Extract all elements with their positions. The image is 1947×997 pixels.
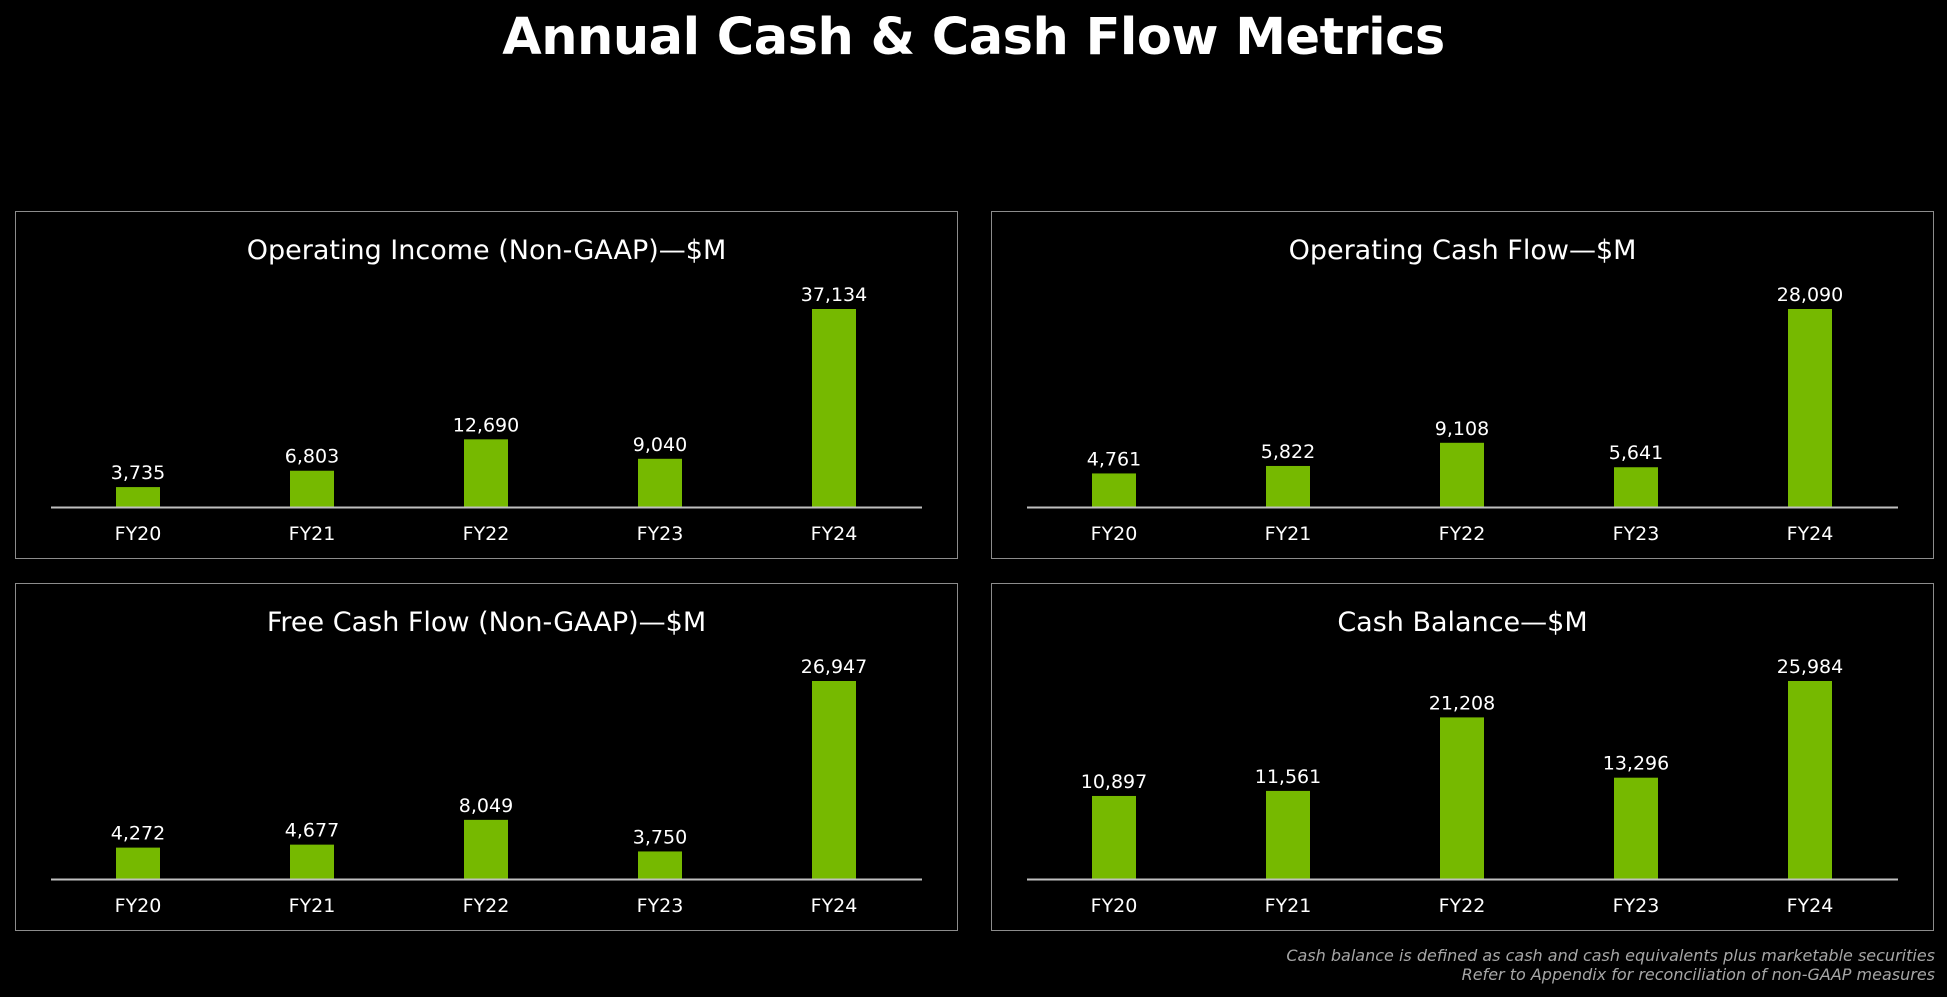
x-tick-label: FY24	[811, 895, 858, 917]
x-tick-label: FY21	[1265, 895, 1312, 917]
data-label-fy21: 6,803	[285, 446, 339, 468]
bar-fy20	[1092, 795, 1136, 879]
x-tick-label: FY22	[1439, 895, 1486, 917]
data-label-fy23: 3,750	[633, 826, 687, 848]
page-title: Annual Cash & Cash Flow Metrics	[502, 8, 1445, 67]
operating-cash-flow-chart-svg: Operating Cash Flow—$M 4,761 FY20 5,822 FY21…	[1027, 235, 1898, 545]
x-tick-label: FY20	[1091, 523, 1138, 545]
x-tick-label: FY23	[637, 895, 684, 917]
data-label-fy23: 5,641	[1609, 442, 1663, 464]
data-label-fy23: 13,296	[1603, 753, 1669, 775]
data-label-fy24: 26,947	[801, 656, 867, 678]
x-tick-label: FY21	[1265, 523, 1312, 545]
x-tick-label: FY21	[289, 523, 336, 545]
operating-income-chart-svg: Operating Income (Non-GAAP)—$M 3,735 FY20 6…	[51, 235, 922, 545]
data-label-fy22: 12,690	[453, 414, 519, 436]
bar-fy21	[290, 470, 334, 507]
bar-fy20	[1092, 473, 1136, 507]
x-tick-label: FY23	[1613, 895, 1660, 917]
free-cash-flow-chart-svg: Free Cash Flow (Non-GAAP)—$M 4,272 FY20 4,6…	[51, 607, 922, 917]
data-label-fy21: 4,677	[285, 820, 339, 842]
bar-fy21	[290, 844, 334, 879]
x-tick-label: FY21	[289, 895, 336, 917]
cash-balance-chart: Cash Balance—$M 10,897 FY20 11,561 FY21 21,20…	[991, 583, 1934, 931]
chart-title: Operating Cash Flow—$M	[1289, 235, 1637, 266]
data-label-fy20: 3,735	[111, 462, 165, 484]
chart-title: Cash Balance—$M	[1337, 607, 1587, 638]
data-label-fy24: 37,134	[801, 284, 867, 306]
bar-fy21	[1266, 790, 1310, 879]
bar-fy21	[1266, 465, 1310, 507]
bar-fy23	[1614, 777, 1658, 879]
cash-balance-chart-svg: Cash Balance—$M 10,897 FY20 11,561 FY21 21,20…	[1027, 607, 1898, 917]
data-label-fy22: 9,108	[1435, 418, 1489, 440]
x-tick-label: FY22	[463, 895, 510, 917]
bar-fy22	[464, 439, 508, 507]
data-label-fy21: 5,822	[1261, 441, 1315, 463]
data-label-fy22: 8,049	[459, 795, 513, 817]
data-label-fy23: 9,040	[633, 434, 687, 456]
data-label-fy24: 28,090	[1777, 284, 1843, 306]
bar-fy24	[812, 681, 856, 879]
x-tick-label: FY24	[811, 523, 858, 545]
chart-title: Free Cash Flow (Non-GAAP)—$M	[267, 607, 706, 638]
operating-income-chart: Operating Income (Non-GAAP)—$M 3,735 FY20 6…	[15, 211, 958, 559]
bar-fy24	[1788, 309, 1832, 507]
x-tick-label: FY23	[637, 523, 684, 545]
bar-fy23	[638, 458, 682, 507]
bar-fy20	[116, 487, 160, 507]
x-tick-label: FY24	[1787, 523, 1834, 545]
x-tick-label: FY20	[115, 895, 162, 917]
bar-fy24	[1788, 681, 1832, 879]
x-tick-label: FY23	[1613, 523, 1660, 545]
data-label-fy20: 4,272	[111, 823, 165, 845]
bar-fy22	[1440, 442, 1484, 507]
data-label-fy22: 21,208	[1429, 692, 1495, 714]
data-label-fy20: 10,897	[1081, 771, 1147, 793]
data-label-fy21: 11,561	[1255, 766, 1321, 788]
data-label-fy20: 4,761	[1087, 448, 1141, 470]
bar-fy24	[812, 309, 856, 507]
bar-fy23	[638, 851, 682, 879]
free-cash-flow-chart: Free Cash Flow (Non-GAAP)—$M 4,272 FY20 4,6…	[15, 583, 958, 931]
footnote-cash-balance: Cash balance is defined as cash and cash…	[1286, 946, 1935, 965]
data-label-fy24: 25,984	[1777, 656, 1843, 678]
x-tick-label: FY20	[115, 523, 162, 545]
bar-fy22	[1440, 717, 1484, 879]
bar-fy22	[464, 819, 508, 879]
x-tick-label: FY20	[1091, 895, 1138, 917]
x-tick-label: FY22	[463, 523, 510, 545]
x-tick-label: FY24	[1787, 895, 1834, 917]
footnotes: Cash balance is defined as cash and cash…	[1286, 946, 1935, 984]
chart-title: Operating Income (Non-GAAP)—$M	[247, 235, 727, 266]
bar-fy20	[116, 847, 160, 879]
operating-cash-flow-chart: Operating Cash Flow—$M 4,761 FY20 5,822 FY21…	[991, 211, 1934, 559]
x-tick-label: FY22	[1439, 523, 1486, 545]
bar-fy23	[1614, 467, 1658, 507]
footnote-non-gaap: Refer to Appendix for reconciliation of …	[1461, 965, 1935, 984]
